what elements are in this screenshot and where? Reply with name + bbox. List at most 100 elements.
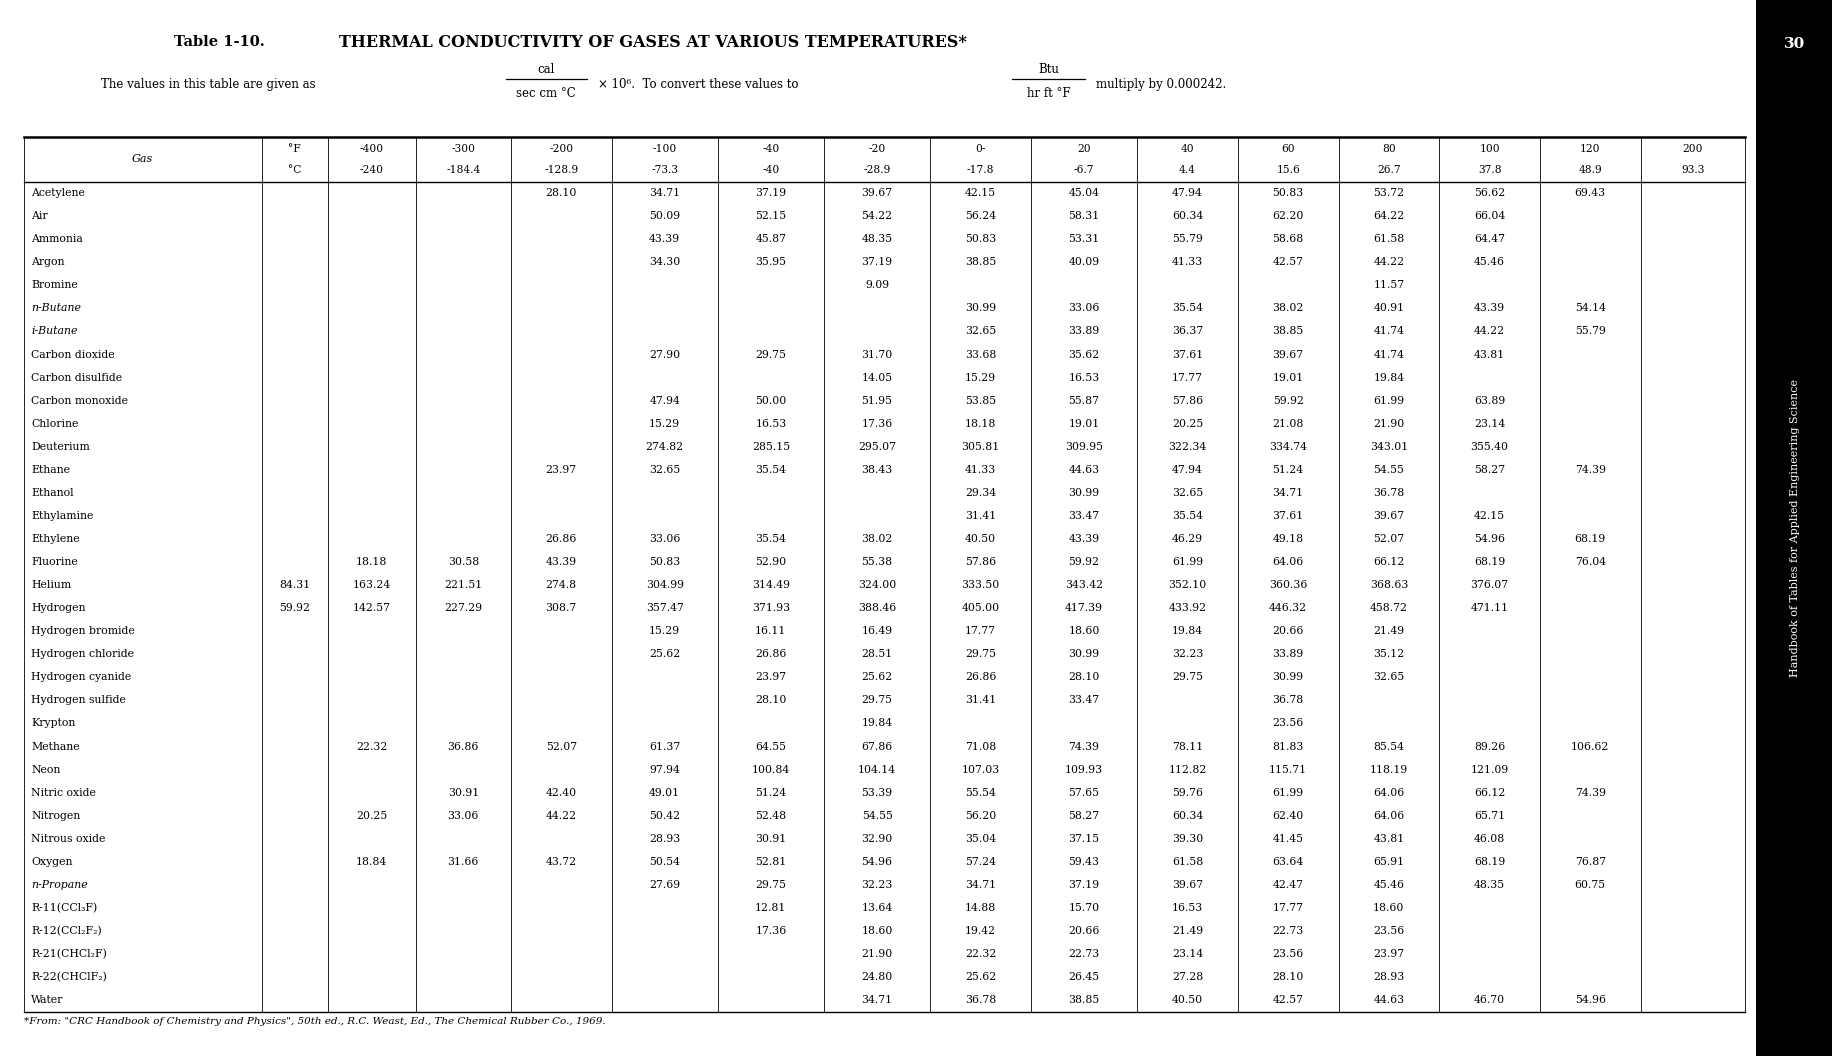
Text: 38.02: 38.02	[861, 534, 892, 544]
Text: 304.99: 304.99	[645, 580, 683, 590]
Text: 471.11: 471.11	[1469, 603, 1508, 614]
Text: 58.31: 58.31	[1068, 211, 1099, 221]
Text: 118.19: 118.19	[1369, 765, 1407, 774]
Text: 34.71: 34.71	[861, 995, 892, 1005]
Text: 458.72: 458.72	[1369, 603, 1407, 614]
Text: 305.81: 305.81	[962, 441, 998, 452]
Text: -40: -40	[762, 165, 779, 175]
Text: 44.22: 44.22	[1372, 258, 1403, 267]
Text: Water: Water	[31, 995, 64, 1005]
Text: 62.40: 62.40	[1271, 811, 1303, 821]
Text: 64.47: 64.47	[1473, 234, 1504, 244]
Text: 27.69: 27.69	[649, 880, 680, 890]
Text: 33.06: 33.06	[447, 811, 478, 821]
Text: 14.05: 14.05	[861, 373, 892, 382]
Text: 48.35: 48.35	[861, 234, 892, 244]
Text: 50.83: 50.83	[1271, 188, 1303, 199]
Text: sec cm °C: sec cm °C	[517, 88, 575, 100]
Text: -73.3: -73.3	[650, 165, 678, 175]
Text: 30.99: 30.99	[964, 303, 995, 314]
Text: 84.31: 84.31	[278, 580, 310, 590]
Text: 31.70: 31.70	[861, 350, 892, 359]
Text: 37.8: 37.8	[1477, 165, 1500, 175]
Text: 33.47: 33.47	[1068, 696, 1099, 705]
Text: 26.86: 26.86	[964, 673, 997, 682]
Text: 104.14: 104.14	[857, 765, 896, 774]
Text: Air: Air	[31, 211, 48, 221]
Text: °F: °F	[288, 144, 300, 154]
Text: 42.57: 42.57	[1271, 995, 1303, 1005]
Text: The values in this table are given as: The values in this table are given as	[101, 78, 315, 91]
Text: 43.81: 43.81	[1473, 350, 1504, 359]
Text: Ethylene: Ethylene	[31, 534, 81, 544]
Text: 26.7: 26.7	[1376, 165, 1400, 175]
Text: 40: 40	[1180, 144, 1194, 154]
Text: Neon: Neon	[31, 765, 60, 774]
Text: 28.10: 28.10	[546, 188, 577, 199]
Text: 33.06: 33.06	[1068, 303, 1099, 314]
Text: 28.10: 28.10	[1271, 973, 1303, 982]
Text: 9.09: 9.09	[865, 281, 889, 290]
Text: 274.8: 274.8	[546, 580, 577, 590]
Text: 16.53: 16.53	[1068, 373, 1099, 382]
Text: 54.96: 54.96	[1473, 534, 1504, 544]
Text: -184.4: -184.4	[445, 165, 480, 175]
Text: 37.19: 37.19	[1068, 880, 1099, 890]
Text: 50.09: 50.09	[649, 211, 680, 221]
Text: 49.01: 49.01	[649, 788, 680, 797]
Text: 32.65: 32.65	[1171, 488, 1202, 497]
Text: 61.58: 61.58	[1171, 856, 1202, 867]
Text: 42.57: 42.57	[1271, 258, 1303, 267]
Text: 54.22: 54.22	[861, 211, 892, 221]
Text: 40.50: 40.50	[964, 534, 995, 544]
Text: 417.39: 417.39	[1064, 603, 1103, 614]
Text: 66.12: 66.12	[1372, 558, 1403, 567]
Text: Helium: Helium	[31, 580, 71, 590]
Text: 41.45: 41.45	[1271, 834, 1303, 844]
Text: 357.47: 357.47	[645, 603, 683, 614]
Text: 16.49: 16.49	[861, 626, 892, 636]
Text: 371.93: 371.93	[751, 603, 790, 614]
Text: 44.22: 44.22	[1473, 326, 1504, 337]
Text: 64.55: 64.55	[755, 741, 786, 752]
Text: 53.31: 53.31	[1068, 234, 1099, 244]
Text: 4.4: 4.4	[1178, 165, 1194, 175]
Text: 59.92: 59.92	[1271, 396, 1303, 406]
Text: 446.32: 446.32	[1268, 603, 1306, 614]
Text: Nitric oxide: Nitric oxide	[31, 788, 95, 797]
Text: 65.71: 65.71	[1473, 811, 1504, 821]
Text: 14.88: 14.88	[964, 903, 995, 912]
Text: 57.24: 57.24	[964, 856, 995, 867]
Text: 22.73: 22.73	[1271, 926, 1303, 936]
Text: 67.86: 67.86	[861, 741, 892, 752]
Text: 59.43: 59.43	[1068, 856, 1099, 867]
Text: 343.42: 343.42	[1064, 580, 1103, 590]
Text: 59.92: 59.92	[278, 603, 310, 614]
Text: Krypton: Krypton	[31, 718, 75, 729]
Text: 23.97: 23.97	[546, 465, 577, 475]
Text: 33.47: 33.47	[1068, 511, 1099, 521]
Text: 53.39: 53.39	[861, 788, 892, 797]
Text: 25.62: 25.62	[861, 673, 892, 682]
Text: 80: 80	[1381, 144, 1394, 154]
Text: 41.33: 41.33	[964, 465, 995, 475]
Text: 27.28: 27.28	[1171, 973, 1202, 982]
Text: 29.34: 29.34	[964, 488, 995, 497]
Text: 142.57: 142.57	[352, 603, 390, 614]
Text: 23.97: 23.97	[1372, 949, 1403, 959]
Text: Deuterium: Deuterium	[31, 441, 90, 452]
Text: 44.63: 44.63	[1372, 995, 1403, 1005]
Text: 29.75: 29.75	[861, 696, 892, 705]
Text: Methane: Methane	[31, 741, 81, 752]
Text: 38.85: 38.85	[1271, 326, 1303, 337]
Text: 56.24: 56.24	[964, 211, 995, 221]
Text: hr ft °F: hr ft °F	[1026, 88, 1070, 100]
Text: 62.20: 62.20	[1271, 211, 1303, 221]
Text: 35.54: 35.54	[1171, 303, 1202, 314]
Text: 405.00: 405.00	[962, 603, 998, 614]
Text: -128.9: -128.9	[544, 165, 579, 175]
Text: 51.24: 51.24	[755, 788, 786, 797]
Text: 35.95: 35.95	[755, 258, 786, 267]
Text: 360.36: 360.36	[1268, 580, 1306, 590]
Text: 20.66: 20.66	[1271, 626, 1303, 636]
